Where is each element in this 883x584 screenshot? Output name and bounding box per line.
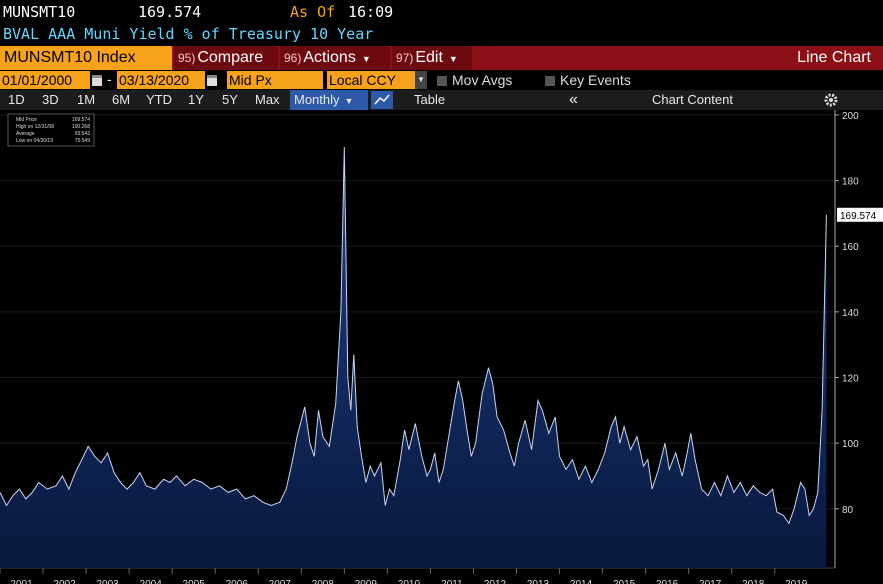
legend-label: Low on 04/30/19 [16, 138, 53, 144]
y-tick-label: 100 [842, 439, 859, 450]
description: BVAL AAA Muni Yield % of Treasury 10 Yea… [3, 25, 374, 43]
dropdown-arrow[interactable]: ▼ [415, 71, 427, 89]
legend-box [7, 113, 95, 147]
x-tick-label: 2015 [613, 579, 636, 584]
view-name: Line Chart [797, 49, 871, 66]
period-button[interactable]: Max [255, 92, 280, 107]
x-tick-label: 2009 [355, 579, 378, 584]
period-button[interactable]: 1Y [188, 92, 204, 107]
legend-label: Mid Price [16, 117, 37, 123]
frequency[interactable]: Monthly ▼ [290, 90, 368, 110]
y-tick-label: 120 [842, 374, 859, 385]
x-tick-label: 2011 [441, 579, 463, 584]
area [0, 146, 827, 568]
menu-label: Actions [303, 49, 356, 66]
period-button[interactable]: YTD [146, 92, 172, 107]
security[interactable]: MUNSMT10 Index [0, 46, 172, 70]
dropdown-arrow: ▼ [361, 54, 371, 64]
last-value-label: 169.574 [840, 211, 877, 222]
x-tick-label: 2013 [527, 579, 550, 584]
calendar-icon[interactable] [206, 72, 218, 88]
x-tick-label: 2005 [183, 579, 206, 584]
actions-button[interactable]: 96) Actions ▼ [280, 46, 390, 70]
end-date[interactable]: 03/13/2020 [117, 71, 205, 89]
table-button[interactable]: Table [414, 92, 446, 107]
y-tick-label: 80 [842, 505, 854, 516]
last-value-tag [837, 207, 883, 222]
dropdown-arrow: ▼ [448, 54, 458, 64]
calendar-icon[interactable] [91, 72, 103, 88]
legend-value: 169.574 [72, 117, 90, 123]
legend-label: Average [16, 131, 35, 137]
checkbox-label: Key Events [560, 72, 631, 88]
key-events[interactable]: Key Events [545, 71, 631, 89]
field[interactable]: Mid Px [227, 71, 323, 89]
chart-content[interactable]: Chart Content [652, 92, 733, 107]
menu-number: 97) [396, 51, 414, 65]
currency[interactable]: Local CCY [327, 71, 415, 89]
checkbox-label: Mov Avgs [452, 72, 513, 88]
period-button[interactable]: 6M [112, 92, 131, 107]
y-tick-label: 180 [842, 177, 859, 188]
y-tick-label: 200 [842, 111, 859, 122]
x-tick-label: 2017 [699, 579, 722, 584]
period-button[interactable]: 5Y [222, 92, 238, 107]
legend-value: 190.268 [72, 124, 90, 130]
period-bar [0, 90, 883, 110]
last-price: 169.574 [138, 3, 202, 21]
x-tick-label: 2002 [53, 579, 76, 584]
x-tick-label: 2006 [226, 579, 249, 584]
period-button[interactable]: 1D [8, 92, 25, 107]
mov-avgs[interactable]: Mov Avgs [437, 71, 512, 89]
dropdown-arrow: ▼ [344, 96, 354, 106]
legend: Mid Price 169.574 High on 12/31/08 190.268 A… [7, 113, 95, 147]
menu-number: 96) [284, 51, 302, 65]
start-date[interactable]: 01/01/2000 [0, 71, 90, 89]
legend-value: 93.543 [75, 131, 91, 137]
frequency-label: Monthly [294, 92, 340, 107]
as-of-label: As Of [290, 3, 336, 21]
ticker: MUNSMT10 [3, 3, 76, 21]
y-tick-label: 160 [842, 242, 859, 253]
x-tick-label: 2010 [398, 579, 421, 584]
line [0, 146, 827, 525]
x-tick-label: 2007 [269, 579, 292, 584]
menu-label: Edit [415, 49, 443, 66]
period-button[interactable]: 1M [77, 92, 96, 107]
x-tick-label: 2016 [656, 579, 679, 584]
x-tick-label: 2004 [140, 579, 163, 584]
legend-value: 75.549 [75, 138, 91, 144]
compare-button[interactable]: 95) Compare [174, 46, 278, 70]
legend-label: High on 12/31/08 [16, 124, 54, 130]
y-tick-label: 140 [842, 308, 859, 319]
menu-number: 95) [178, 51, 196, 65]
period-button[interactable]: 3D [42, 92, 59, 107]
collapse-button[interactable]: « [569, 91, 578, 108]
time: 16:09 [348, 3, 394, 21]
x-tick-label: 2003 [96, 579, 119, 584]
x-tick-label: 2018 [742, 579, 765, 584]
date-separator: - [107, 71, 112, 87]
x-tick-label: 2008 [312, 579, 335, 584]
edit-button[interactable]: 97) Edit ▼ [392, 46, 472, 70]
chart-icon[interactable] [371, 91, 393, 109]
x-tick-label: 2012 [484, 579, 507, 584]
x-tick-label: 2019 [785, 579, 808, 584]
menu-label: Compare [197, 49, 264, 66]
settings-icon[interactable] [824, 93, 838, 107]
